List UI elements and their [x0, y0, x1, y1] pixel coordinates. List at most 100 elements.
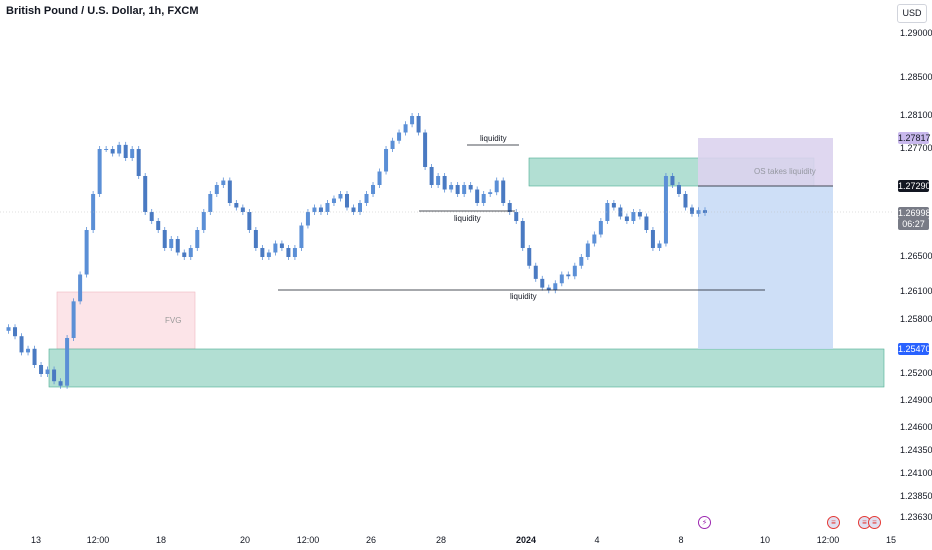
candle-body — [462, 185, 467, 194]
candle-body — [318, 207, 323, 212]
liquidity-label-low: liquidity — [510, 292, 537, 301]
candle-body — [520, 221, 525, 248]
candle-body — [39, 365, 44, 374]
candle-body — [429, 167, 434, 185]
profit-zone — [698, 186, 833, 349]
candle-body — [156, 221, 161, 230]
candle-body — [436, 176, 441, 185]
candle-body — [214, 185, 219, 194]
candle-body — [468, 185, 473, 190]
y-tick-label: 1.27700 — [900, 143, 932, 153]
candle-body — [377, 171, 382, 185]
candle-body — [598, 221, 603, 235]
x-tick-label: 12:00 — [816, 535, 840, 545]
candle-body — [371, 185, 376, 194]
price-axis[interactable] — [893, 0, 932, 530]
candle-body — [188, 248, 193, 257]
x-tick-label: 10 — [759, 535, 771, 545]
candle-body — [65, 338, 70, 386]
y-tick-label: 1.26500 — [900, 251, 932, 261]
target-zone — [698, 138, 833, 186]
candle-body — [494, 180, 499, 193]
entry-price-label: 1.25470 — [898, 343, 931, 355]
candle-body — [423, 132, 428, 167]
candle-body — [169, 239, 174, 248]
candle-body — [696, 210, 701, 214]
candle-body — [123, 144, 128, 158]
candle-body — [26, 348, 31, 353]
candle-body — [514, 212, 519, 221]
candle-body — [299, 225, 304, 248]
candle-body — [97, 149, 102, 194]
candle-body — [631, 212, 636, 221]
x-tick-label: 28 — [435, 535, 447, 545]
y-tick-label: 1.26100 — [900, 286, 932, 296]
stop-price-label: 1.27290 — [898, 180, 931, 192]
candle-body — [312, 207, 317, 212]
x-tick-label: 4 — [594, 535, 600, 545]
candle-body — [579, 257, 584, 266]
candle-body — [286, 248, 291, 257]
candle-body — [247, 212, 252, 230]
us-flag-icon[interactable]: ≡ — [868, 516, 881, 529]
candle-body — [611, 203, 616, 208]
candle-body — [358, 203, 363, 212]
y-tick-label: 1.24100 — [900, 468, 932, 478]
x-tick-label: 13 — [30, 535, 42, 545]
us-flag-icon[interactable]: ≡ — [827, 516, 840, 529]
x-tick-label: 12:00 — [296, 535, 320, 545]
candle-body — [449, 185, 454, 190]
candle-body — [572, 265, 577, 277]
candle-body — [52, 369, 57, 382]
y-tick-label: 1.23630 — [900, 512, 932, 522]
x-tick-label: 12:00 — [86, 535, 110, 545]
candle-body — [618, 207, 623, 217]
y-tick-label: 1.24600 — [900, 422, 932, 432]
y-tick-label: 1.24900 — [900, 395, 932, 405]
candle-body — [364, 194, 369, 203]
candle-body — [657, 243, 662, 248]
candle-body — [553, 283, 558, 291]
candle-body — [273, 243, 278, 253]
candle-body — [6, 327, 11, 331]
candle-body — [253, 230, 258, 248]
y-tick-label: 1.24350 — [900, 445, 932, 455]
candle-body — [566, 274, 571, 277]
candle-body — [149, 212, 154, 221]
candle-body — [540, 278, 545, 288]
lightning-icon[interactable]: ⚡ — [698, 516, 711, 529]
currency-button[interactable]: USD — [897, 4, 927, 23]
candle-body — [624, 216, 629, 221]
candle-body — [397, 132, 402, 141]
candle-body — [162, 230, 167, 248]
y-tick-label: 1.23850 — [900, 491, 932, 501]
target-price-label: 1.27817 — [898, 132, 931, 144]
x-tick-label: 8 — [678, 535, 684, 545]
candle-body — [585, 243, 590, 257]
candle-body — [475, 189, 480, 203]
candle-body — [592, 234, 597, 244]
x-tick-label: 26 — [365, 535, 377, 545]
candle-body — [331, 198, 336, 203]
candle-body — [136, 149, 141, 176]
candle-body — [416, 116, 421, 133]
symbol-title[interactable]: British Pound / U.S. Dollar, 1h, FXCM — [6, 5, 199, 17]
candle-body — [338, 194, 343, 199]
candle-body — [260, 248, 265, 257]
candle-body — [240, 207, 245, 212]
candle-body — [110, 149, 115, 154]
candle-body — [227, 180, 232, 203]
os-takes-liquidity-label: OS takes liquidity — [754, 167, 816, 176]
candle-body — [683, 194, 688, 208]
candle-body — [488, 192, 493, 194]
countdown-label: 06:27 — [898, 218, 929, 230]
candle-body — [455, 185, 460, 194]
candle-body — [403, 124, 408, 133]
y-tick-label: 1.29000 — [900, 28, 932, 38]
candle-body — [527, 248, 532, 266]
candle-body — [689, 207, 694, 214]
candle-body — [45, 369, 50, 374]
candle-body — [221, 180, 226, 185]
x-tick-label: 2024 — [515, 535, 537, 545]
